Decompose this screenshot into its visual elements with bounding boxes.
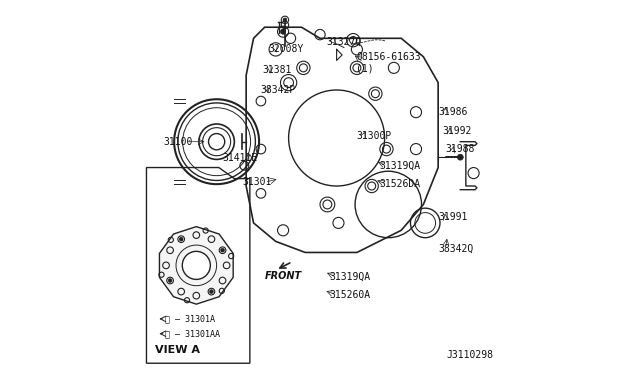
Polygon shape <box>159 227 233 304</box>
Text: 31992: 31992 <box>443 126 472 137</box>
Circle shape <box>210 290 213 294</box>
Text: VIEW A: VIEW A <box>156 345 200 355</box>
Text: 38342Q: 38342Q <box>438 244 474 254</box>
Circle shape <box>283 18 287 22</box>
Circle shape <box>168 279 172 282</box>
Text: 31319QA: 31319QA <box>379 161 420 171</box>
Text: 31526DA: 31526DA <box>379 179 420 189</box>
Text: 31986: 31986 <box>438 107 468 117</box>
Text: 31301: 31301 <box>243 177 272 187</box>
Text: 31100: 31100 <box>163 137 193 147</box>
Circle shape <box>280 29 286 35</box>
Text: 31319QA: 31319QA <box>329 272 371 282</box>
Circle shape <box>179 237 183 241</box>
Text: 31991: 31991 <box>438 212 468 222</box>
Text: J3110298: J3110298 <box>447 350 493 359</box>
Text: Ⓐ ― 31301A: Ⓐ ― 31301A <box>165 314 215 323</box>
Text: 31381: 31381 <box>263 65 292 75</box>
Text: 08156-61633
(1): 08156-61633 (1) <box>356 51 421 73</box>
Circle shape <box>458 154 463 160</box>
Text: 31327Q: 31327Q <box>326 37 362 47</box>
Circle shape <box>221 248 225 252</box>
Text: 31411E: 31411E <box>222 153 257 163</box>
Text: 31300P: 31300P <box>356 131 392 141</box>
Circle shape <box>182 251 211 279</box>
Text: 315260A: 315260A <box>329 290 371 300</box>
Text: Ⓑ ― 31301AA: Ⓑ ― 31301AA <box>165 329 220 338</box>
Text: 32008Y: 32008Y <box>268 44 303 54</box>
Text: FRONT: FRONT <box>264 271 301 281</box>
Text: 31988: 31988 <box>445 144 475 154</box>
Text: 38342P: 38342P <box>260 85 296 95</box>
